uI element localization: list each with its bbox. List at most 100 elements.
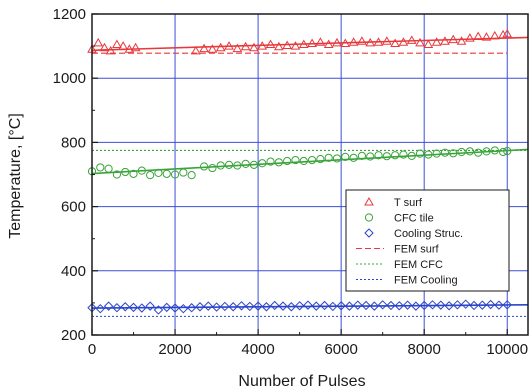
data-point-marker	[461, 299, 471, 309]
data-point-marker	[469, 300, 479, 311]
data-point-marker	[390, 38, 400, 48]
legend-label: FEM surf	[394, 244, 440, 256]
data-point-marker	[199, 43, 209, 53]
data-point-marker	[112, 170, 122, 179]
data-point-marker	[498, 147, 508, 157]
data-point-marker	[336, 301, 346, 311]
data-point-marker	[186, 303, 197, 313]
legend-label: FEM CFC	[394, 259, 443, 271]
data-point-marker	[399, 150, 408, 159]
trend-line	[91, 304, 529, 309]
x-axis-label: Number of Pulses	[238, 373, 365, 390]
data-point-marker	[190, 45, 201, 55]
data-point-marker	[456, 36, 467, 45]
data-point-marker	[203, 301, 213, 311]
data-point-marker	[253, 301, 263, 311]
data-point-marker	[224, 160, 234, 169]
data-point-marker	[391, 151, 400, 160]
legend-label: T surf	[394, 197, 423, 209]
data-point-marker	[96, 163, 105, 172]
data-point-marker	[328, 301, 338, 312]
data-point-marker	[369, 301, 380, 311]
legend-label: Cooling Struc.	[394, 228, 463, 240]
data-point-marker	[265, 39, 276, 48]
y-tick-label: 800	[61, 134, 86, 151]
data-point-marker	[145, 301, 155, 311]
data-point-marker	[120, 302, 130, 312]
data-point-marker	[423, 39, 434, 48]
data-point-marker	[307, 155, 317, 165]
data-point-marker	[179, 168, 188, 177]
data-point-marker	[266, 157, 275, 166]
data-point-marker	[162, 169, 171, 178]
y-tick-label: 1000	[53, 70, 86, 87]
trend-line	[91, 148, 529, 175]
data-point-marker	[361, 300, 371, 311]
x-tick-label: 2000	[158, 341, 191, 358]
data-point-marker	[419, 300, 429, 311]
data-point-marker	[377, 300, 388, 310]
data-point-marker	[211, 302, 222, 312]
y-tick-label: 1200	[53, 6, 86, 23]
data-point-marker	[382, 152, 391, 161]
data-point-marker	[93, 37, 104, 47]
data-point-marker	[315, 37, 326, 46]
data-point-marker	[440, 148, 450, 157]
data-point-marker	[170, 170, 180, 179]
x-tick-label: 10000	[486, 341, 528, 358]
data-point-marker	[103, 301, 114, 311]
legend-label: CFC tile	[394, 213, 434, 225]
x-tick-label: 8000	[408, 341, 441, 358]
data-point-marker	[104, 164, 113, 173]
data-point-marker	[273, 41, 284, 51]
data-point-marker	[153, 305, 164, 315]
data-point-marker	[431, 37, 442, 46]
data-point-marker	[228, 302, 238, 312]
tick-layer: 0 2000 4000 6000 8000 10000 200 400 600 800 1000 12…	[53, 6, 528, 358]
data-point-marker	[112, 303, 122, 313]
data-point-marker	[249, 42, 259, 52]
data-point-marker	[502, 300, 512, 310]
data-point-marker	[146, 171, 155, 180]
data-point-marker	[236, 301, 247, 311]
data-point-marker	[357, 151, 367, 160]
data-point-marker	[290, 41, 301, 50]
data-point-marker	[494, 300, 504, 310]
trend-line	[91, 36, 529, 52]
data-point-marker	[245, 301, 255, 312]
data-point-marker	[303, 300, 313, 310]
data-point-marker	[232, 43, 243, 53]
data-point-marker	[278, 301, 288, 311]
legend-marker	[364, 228, 374, 238]
data-point-marker	[311, 301, 321, 311]
y-tick-label: 600	[61, 199, 86, 216]
data-point-marker	[178, 303, 189, 314]
data-point-marker	[208, 163, 217, 173]
data-point-marker	[444, 301, 454, 311]
data-point-marker	[465, 147, 474, 156]
y-axis-label: Temperature, [°C]	[7, 113, 24, 239]
data-point-marker	[112, 39, 122, 48]
x-tick-label: 4000	[241, 341, 274, 358]
data-point-marker	[386, 300, 396, 311]
x-tick-label: 6000	[324, 341, 357, 358]
data-point-marker	[411, 301, 421, 311]
data-point-marker	[402, 300, 413, 310]
data-point-marker	[324, 153, 333, 162]
data-point-marker	[344, 301, 355, 311]
legend-marker	[364, 196, 374, 206]
data-point-marker	[220, 301, 230, 312]
data-point-marker	[353, 300, 363, 310]
legend: T surf CFC tile Cooling Struc. FEM surf FEM …	[345, 189, 510, 292]
y-tick-label: 200	[61, 327, 86, 344]
data-point-marker	[316, 154, 325, 164]
data-point-marker	[261, 302, 272, 312]
data-point-marker	[162, 302, 172, 313]
data-point-marker	[341, 152, 350, 161]
data-point-marker	[465, 33, 475, 42]
data-point-marker	[207, 44, 218, 53]
data-point-marker	[283, 156, 292, 166]
data-point-marker	[394, 301, 404, 311]
data-point-marker	[187, 171, 196, 180]
